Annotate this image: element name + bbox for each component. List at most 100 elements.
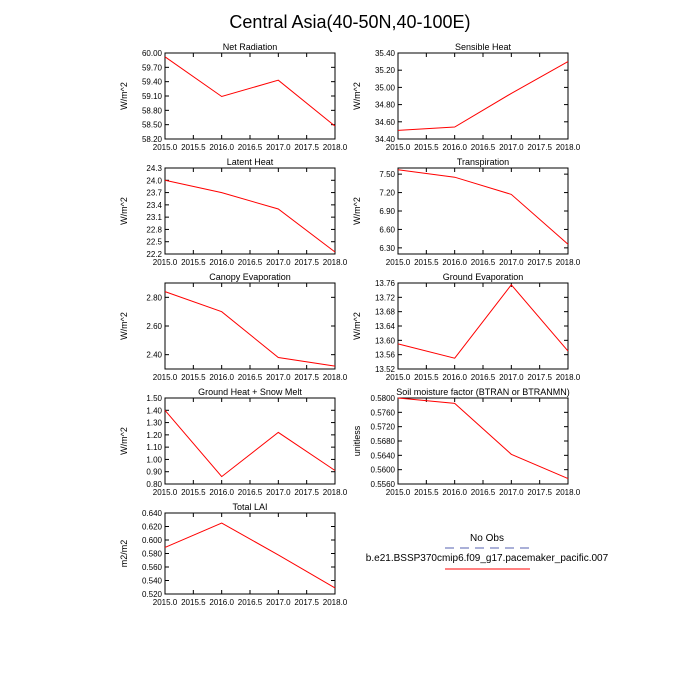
plot-frame <box>397 52 569 140</box>
series-line <box>164 56 336 127</box>
y-tick-label: 59.70 <box>142 63 163 72</box>
plot-frame <box>397 167 569 255</box>
panel-title: Total LAI <box>232 502 267 512</box>
y-tick-label: 6.90 <box>379 207 395 216</box>
x-tick-label: 2015.5 <box>414 258 439 267</box>
y-tick-label: 6.30 <box>379 244 395 253</box>
panel-title: Latent Heat <box>227 157 274 167</box>
x-tick-label: 2016.0 <box>209 373 234 382</box>
y-axis-label: W/m^2 <box>119 197 129 225</box>
panel-title: Ground Heat + Snow Melt <box>198 387 302 397</box>
legend-obs-label: No Obs <box>470 533 504 544</box>
y-axis-label: unitless <box>352 425 362 456</box>
series-line <box>164 409 336 478</box>
x-tick-label: 2015.0 <box>386 143 411 152</box>
y-tick-label: 1.50 <box>146 394 162 403</box>
x-tick-label: 2016.0 <box>209 488 234 497</box>
y-tick-label: 0.5640 <box>371 451 396 460</box>
x-tick-label: 2016.0 <box>209 598 234 607</box>
y-tick-label: 58.20 <box>142 135 163 144</box>
plot-frame <box>397 397 569 485</box>
panel-title: Net Radiation <box>223 42 278 52</box>
x-tick-label: 2017.0 <box>266 373 291 382</box>
panel-8: Soil moisture factor (BTRAN or BTRANMN) 2… <box>352 387 581 497</box>
y-tick-label: 0.80 <box>146 480 162 489</box>
x-tick-label: 2017.5 <box>527 258 552 267</box>
panel-title: Soil moisture factor (BTRAN or BTRANMN) <box>396 387 570 397</box>
y-tick-label: 23.1 <box>146 213 162 222</box>
x-tick-label: 2016.0 <box>209 143 234 152</box>
y-tick-label: 34.40 <box>375 135 396 144</box>
x-tick-label: 2015.0 <box>153 598 178 607</box>
y-tick-label: 34.80 <box>375 101 396 110</box>
y-tick-label: 35.40 <box>375 49 396 58</box>
x-tick-label: 2017.5 <box>527 373 552 382</box>
x-tick-label: 2016.5 <box>238 143 263 152</box>
x-tick-label: 2016.5 <box>238 373 263 382</box>
x-tick-label: 2018.0 <box>323 258 348 267</box>
y-tick-label: 22.2 <box>146 250 162 259</box>
y-axis-label: W/m^2 <box>352 312 362 340</box>
y-tick-label: 59.10 <box>142 92 163 101</box>
y-tick-label: 0.540 <box>142 577 163 586</box>
y-tick-label: 0.5760 <box>371 408 396 417</box>
series-line <box>164 179 336 253</box>
x-tick-label: 2016.5 <box>471 488 496 497</box>
x-tick-label: 2016.5 <box>471 143 496 152</box>
panel-title: Canopy Evaporation <box>209 272 291 282</box>
y-tick-label: 23.4 <box>146 201 162 210</box>
y-tick-label: 0.5560 <box>371 480 396 489</box>
series-line <box>164 291 336 367</box>
x-tick-label: 2015.0 <box>153 488 178 497</box>
x-tick-label: 2015.0 <box>153 143 178 152</box>
y-tick-label: 24.0 <box>146 176 162 185</box>
x-tick-label: 2017.5 <box>527 488 552 497</box>
plot-frame <box>164 52 336 140</box>
panel-title: Sensible Heat <box>455 42 512 52</box>
x-tick-label: 2017.5 <box>527 143 552 152</box>
x-tick-label: 2016.0 <box>442 373 467 382</box>
x-tick-label: 2018.0 <box>323 143 348 152</box>
plot-frame <box>164 512 336 595</box>
y-axis-label: W/m^2 <box>119 82 129 110</box>
x-tick-label: 2017.0 <box>499 258 524 267</box>
y-tick-label: 58.80 <box>142 106 163 115</box>
x-tick-label: 2015.5 <box>181 598 206 607</box>
y-axis-label: m2/m2 <box>119 540 129 568</box>
y-tick-label: 0.520 <box>142 590 163 599</box>
y-tick-label: 13.56 <box>375 351 396 360</box>
plot-frame <box>164 397 336 485</box>
y-tick-label: 0.5680 <box>371 437 396 446</box>
x-tick-label: 2015.5 <box>181 373 206 382</box>
panel-title: Transpiration <box>457 157 509 167</box>
y-tick-label: 1.10 <box>146 443 162 452</box>
y-tick-label: 13.68 <box>375 308 396 317</box>
y-tick-label: 0.600 <box>142 536 163 545</box>
y-tick-label: 7.20 <box>379 189 395 198</box>
y-tick-label: 59.40 <box>142 78 163 87</box>
y-tick-label: 1.30 <box>146 419 162 428</box>
y-axis-label: W/m^2 <box>119 427 129 455</box>
x-tick-label: 2015.0 <box>386 373 411 382</box>
x-tick-label: 2015.5 <box>414 143 439 152</box>
x-tick-label: 2016.0 <box>442 258 467 267</box>
y-tick-label: 0.90 <box>146 468 162 477</box>
legend-model-label: b.e21.BSSP370cmip6.f09_g17.pacemaker_pac… <box>366 553 609 564</box>
x-tick-label: 2017.0 <box>266 258 291 267</box>
y-tick-label: 34.60 <box>375 118 396 127</box>
series-line <box>397 397 569 480</box>
x-tick-label: 2018.0 <box>556 143 581 152</box>
x-tick-label: 2017.5 <box>294 258 319 267</box>
x-tick-label: 2016.5 <box>238 258 263 267</box>
x-tick-label: 2018.0 <box>323 373 348 382</box>
y-tick-label: 7.50 <box>379 170 395 179</box>
x-tick-label: 2016.0 <box>442 143 467 152</box>
x-tick-label: 2017.0 <box>499 488 524 497</box>
plot-frame <box>164 282 336 370</box>
y-tick-label: 13.76 <box>375 279 396 288</box>
